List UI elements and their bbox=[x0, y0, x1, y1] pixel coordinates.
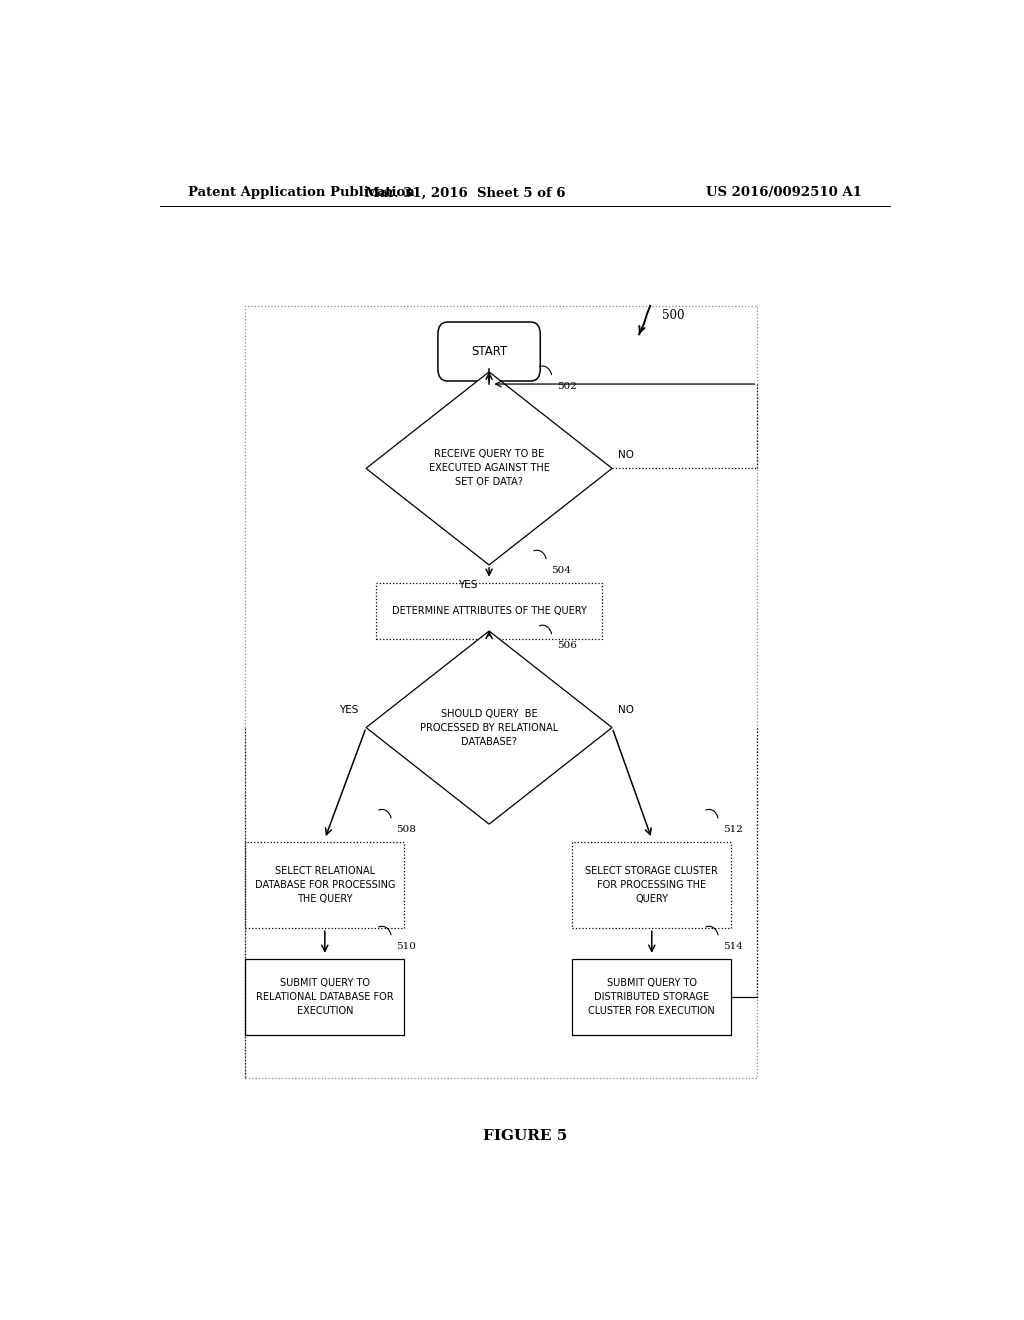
Polygon shape bbox=[367, 372, 612, 565]
Text: DETERMINE ATTRIBUTES OF THE QUERY: DETERMINE ATTRIBUTES OF THE QUERY bbox=[391, 606, 587, 615]
Text: 514: 514 bbox=[723, 942, 743, 952]
Text: US 2016/0092510 A1: US 2016/0092510 A1 bbox=[707, 186, 862, 199]
Polygon shape bbox=[367, 631, 612, 824]
Text: FIGURE 5: FIGURE 5 bbox=[482, 1129, 567, 1143]
Bar bbox=[376, 582, 602, 639]
Text: SUBMIT QUERY TO
DISTRIBUTED STORAGE
CLUSTER FOR EXECUTION: SUBMIT QUERY TO DISTRIBUTED STORAGE CLUS… bbox=[589, 978, 715, 1016]
Text: YES: YES bbox=[458, 581, 477, 590]
Text: NO: NO bbox=[618, 705, 635, 715]
Text: 510: 510 bbox=[396, 942, 416, 952]
Text: Patent Application Publication: Patent Application Publication bbox=[187, 186, 415, 199]
Text: 512: 512 bbox=[723, 825, 743, 834]
Text: START: START bbox=[471, 345, 507, 358]
Text: SELECT RELATIONAL
DATABASE FOR PROCESSING
THE QUERY: SELECT RELATIONAL DATABASE FOR PROCESSIN… bbox=[255, 866, 395, 904]
Text: NO: NO bbox=[618, 450, 635, 461]
Bar bbox=[572, 842, 731, 928]
Text: Mar. 31, 2016  Sheet 5 of 6: Mar. 31, 2016 Sheet 5 of 6 bbox=[365, 186, 565, 199]
Text: 506: 506 bbox=[557, 642, 577, 649]
Bar bbox=[246, 842, 404, 928]
Text: YES: YES bbox=[339, 705, 358, 715]
Bar bbox=[246, 306, 758, 1078]
FancyBboxPatch shape bbox=[438, 322, 541, 381]
Text: 502: 502 bbox=[557, 381, 577, 391]
Text: RECEIVE QUERY TO BE
EXECUTED AGAINST THE
SET OF DATA?: RECEIVE QUERY TO BE EXECUTED AGAINST THE… bbox=[429, 449, 550, 487]
Text: 508: 508 bbox=[396, 825, 416, 834]
Text: 504: 504 bbox=[551, 566, 571, 576]
Bar bbox=[572, 958, 731, 1035]
Text: SUBMIT QUERY TO
RELATIONAL DATABASE FOR
EXECUTION: SUBMIT QUERY TO RELATIONAL DATABASE FOR … bbox=[256, 978, 393, 1016]
Text: SELECT STORAGE CLUSTER
FOR PROCESSING THE
QUERY: SELECT STORAGE CLUSTER FOR PROCESSING TH… bbox=[586, 866, 718, 904]
Text: 500: 500 bbox=[663, 309, 685, 322]
Bar bbox=[246, 958, 404, 1035]
Text: SHOULD QUERY  BE
PROCESSED BY RELATIONAL
DATABASE?: SHOULD QUERY BE PROCESSED BY RELATIONAL … bbox=[420, 709, 558, 747]
